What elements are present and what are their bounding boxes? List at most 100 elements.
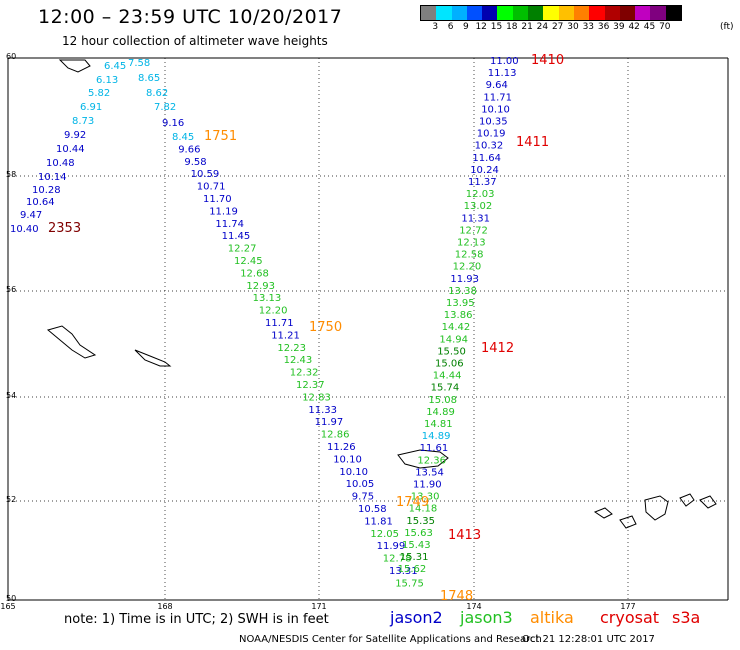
wave-height-label: 10.35 [479, 117, 508, 128]
legend-s3a: s3a [672, 608, 701, 627]
wave-height-label: 11.71 [483, 92, 512, 103]
wave-height-label: 12.20 [259, 306, 288, 317]
color-legend-label: 6 [447, 22, 454, 32]
longitude-tick: 165 [0, 602, 16, 611]
wave-height-label: 10.58 [358, 504, 387, 515]
color-swatch [635, 6, 651, 20]
wave-height-label: 10.24 [470, 165, 499, 176]
generated-timestamp: Oct 21 12:28:01 UTC 2017 [522, 634, 655, 645]
wave-height-label: 10.59 [191, 169, 220, 180]
wave-height-label: 12.20 [453, 262, 482, 273]
wave-height-label: 11.37 [468, 177, 497, 188]
wave-height-label: 11.26 [327, 442, 356, 453]
wave-height-label: 12.78 [383, 554, 412, 565]
color-swatch [543, 6, 559, 20]
wave-height-label: 13.02 [464, 201, 493, 212]
wave-height-label: 11.64 [472, 153, 501, 164]
wave-height-label: 12.43 [284, 355, 313, 366]
wave-height-label: 15.62 [398, 564, 427, 575]
color-swatch [512, 6, 529, 20]
wave-height-label: 6.45 [104, 61, 126, 72]
wave-height-label: 8.65 [138, 73, 160, 84]
color-legend-label: 3 [432, 22, 439, 32]
wave-height-label: 13.95 [446, 298, 475, 309]
wave-height-label: 12.32 [290, 368, 319, 379]
wave-height-label: 13.38 [448, 286, 477, 297]
wave-height-label: 15.43 [402, 540, 431, 551]
lat-lon-grid [7, 57, 729, 601]
wave-height-label: 10.10 [481, 104, 510, 115]
latitude-tick: 54 [6, 391, 17, 400]
wave-height-label: 9.75 [352, 492, 374, 503]
color-swatch [497, 6, 513, 20]
wave-height-label: 10.40 [10, 224, 39, 235]
color-legend-label: 24 [536, 22, 549, 32]
wave-height-label: 13.31 [389, 566, 418, 577]
wave-height-label: 11.61 [420, 443, 449, 454]
wave-height-label: 9.16 [162, 118, 184, 129]
wave-height-label: 11.19 [209, 206, 238, 217]
wave-height-label: 10.19 [477, 129, 506, 140]
wave-height-label: 12.36 [417, 455, 446, 466]
wave-height-label: 7.58 [128, 58, 150, 69]
wave-height-label: 12.83 [302, 392, 331, 403]
wave-height-labels: 6.45 7.58 6.13 8.65 5.82 8.62 6.91 7.82 8.73 9.16… [10, 53, 564, 604]
wave-height-label: 9.58 [184, 157, 206, 168]
wave-height-label: 15.74 [431, 383, 460, 394]
wave-height-label: 11.31 [461, 213, 490, 224]
longitude-tick: 174 [466, 602, 482, 611]
wave-height-label: 7.82 [154, 102, 176, 113]
coastline [58, 59, 91, 73]
wave-height-label: 11.71 [265, 318, 294, 329]
wave-height-label: 11.97 [315, 417, 344, 428]
longitude-tick: 171 [311, 602, 327, 611]
coastline [593, 507, 613, 519]
color-swatch [619, 6, 636, 20]
wave-height-label: 12.68 [240, 268, 269, 279]
time-label: 1748 [440, 589, 473, 604]
wave-height-label: 10.10 [333, 454, 362, 465]
wave-height-label: 13.30 [411, 492, 440, 503]
wave-height-label: 10.14 [38, 172, 67, 183]
color-legend-unit: (ft) [720, 22, 734, 32]
coastline [699, 495, 717, 509]
color-swatch [589, 6, 605, 20]
map-title: 12:00 – 23:59 UTC 10/20/2017 [38, 6, 343, 28]
wave-height-label: 12.05 [370, 529, 399, 540]
map-subtitle: 12 hour collection of altimeter wave hei… [62, 34, 328, 48]
color-legend-label: 39 [613, 22, 625, 32]
color-swatch [451, 6, 467, 20]
time-label: 1413 [448, 528, 481, 543]
wave-height-label: 11.13 [488, 68, 517, 79]
wave-height-label: 12.37 [296, 380, 325, 391]
wave-height-label: 10.64 [26, 197, 55, 208]
coastline [46, 325, 97, 359]
color-legend-label: 70 [659, 22, 671, 32]
wave-height-label: 15.35 [406, 516, 435, 527]
time-label: 2353 [48, 221, 81, 236]
color-legend-label: 45 [643, 22, 656, 32]
wave-height-label: 14.89 [426, 407, 455, 418]
wave-height-label: 12.27 [228, 244, 257, 255]
wave-height-label: 12.45 [234, 256, 263, 267]
wave-height-label: 14.18 [409, 504, 438, 515]
wave-height-label: 8.62 [146, 88, 168, 99]
wave-height-label: 13.86 [444, 310, 473, 321]
wave-height-label: 12.86 [321, 430, 350, 441]
wave-height-label: 10.10 [339, 467, 368, 478]
color-legend-label: 12 [475, 22, 487, 32]
wave-height-label: 9.64 [486, 80, 508, 91]
wave-height-label: 15.63 [404, 528, 433, 539]
wave-height-label: 11.99 [377, 541, 406, 552]
color-swatch [558, 6, 574, 20]
color-swatch [604, 6, 620, 20]
wave-height-label: 5.82 [88, 88, 110, 99]
time-label: 1412 [481, 341, 514, 356]
wave-height-label: 12.03 [466, 189, 495, 200]
coastline [644, 495, 669, 521]
time-label: 1410 [531, 53, 564, 68]
wave-height-label: 11.74 [215, 219, 244, 230]
wave-height-label: 14.44 [433, 371, 462, 382]
longitude-tick: 168 [157, 602, 173, 611]
